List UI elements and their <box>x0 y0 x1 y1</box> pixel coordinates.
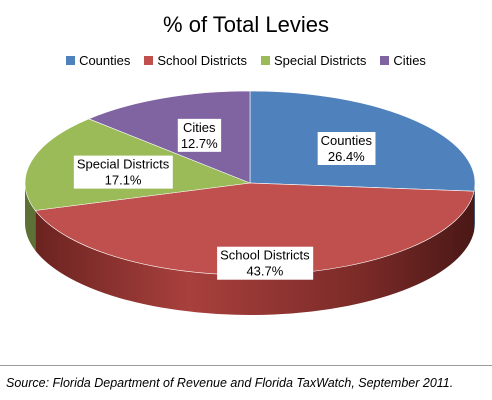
legend-item-counties: Counties <box>66 53 130 68</box>
legend-swatch-special-districts <box>260 56 270 65</box>
pie-side-special-districts <box>25 183 36 251</box>
pie-label-value-cities: 12.7% <box>181 136 218 151</box>
source-note: Source: Florida Department of Revenue an… <box>6 376 454 390</box>
pie-side-school-districts <box>35 191 475 315</box>
legend-swatch-counties <box>66 56 76 65</box>
legend-item-school-districts: School Districts <box>144 53 247 68</box>
pie-label-name-counties: Counties <box>321 133 373 148</box>
pie-label-value-school-districts: 43.7% <box>246 264 283 279</box>
pie-label-name-cities: Cities <box>183 120 216 135</box>
legend-item-special-districts: Special Districts <box>260 53 367 68</box>
legend-label-special-districts: Special Districts <box>273 53 367 68</box>
pie-label-value-special-districts: 17.1% <box>105 173 142 188</box>
legend-label-counties: Counties <box>79 53 131 68</box>
pie-label-box-cities <box>177 118 222 152</box>
divider-line <box>0 365 492 366</box>
pie-label-name-special-districts: Special Districts <box>77 157 170 172</box>
legend-label-cities: Cities <box>393 53 426 68</box>
pie-label-box-school-districts <box>217 246 314 280</box>
legend-label-school-districts: School Districts <box>157 53 247 68</box>
pie-slice-cities <box>87 90 251 184</box>
pie-label-box-special-districts <box>73 155 173 189</box>
legend-item-cities: Cities <box>380 53 426 68</box>
pie-label-name-school-districts: School Districts <box>220 248 310 263</box>
pie-side-layer <box>25 183 475 315</box>
pie-side-counties <box>474 183 475 232</box>
legend-swatch-school-districts <box>144 56 154 65</box>
chart-title: % of Total Levies <box>163 12 329 37</box>
legend-swatch-cities <box>380 56 390 65</box>
pie-label-value-counties: 26.4% <box>328 149 365 164</box>
chart-legend: Counties School Districts Special Distri… <box>0 53 492 68</box>
pie-label-box-counties <box>317 131 376 165</box>
